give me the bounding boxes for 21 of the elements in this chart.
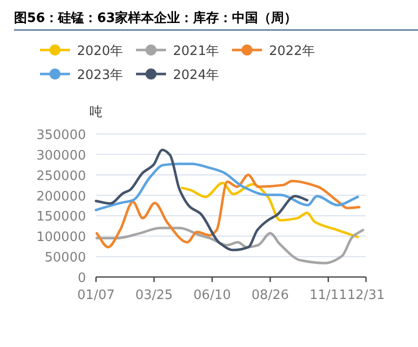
x-tick-label: 11/11 — [310, 288, 348, 303]
y-tick-label: 0 — [78, 271, 86, 286]
x-tick-label: 03/25 — [135, 288, 173, 303]
x-tick-label: 01/07 — [77, 288, 115, 303]
y-tick-label: 50000 — [44, 250, 86, 266]
y-tick-label: 100000 — [36, 230, 86, 246]
x-tick-label: 08/26 — [251, 288, 289, 303]
legend-label: 2021年 — [173, 44, 220, 59]
legend-label: 2022年 — [269, 44, 316, 59]
y-tick-label: 250000 — [36, 168, 86, 184]
legend-label: 2023年 — [77, 68, 124, 83]
legend-label: 2020年 — [77, 44, 124, 59]
x-tick-label: 06/10 — [193, 288, 231, 303]
y-tick-label: 350000 — [36, 128, 86, 143]
y-tick-label: 150000 — [36, 210, 86, 225]
y-tick-label: 200000 — [36, 189, 86, 204]
y-axis-title: 吨 — [90, 105, 102, 120]
x-tick-label: 12/31 — [347, 288, 385, 303]
y-tick-label: 300000 — [36, 148, 86, 164]
legend-label: 2024年 — [173, 68, 220, 83]
chart-title: 图56：硅锰：63家样本企业：库存：中国（周） — [14, 10, 298, 26]
